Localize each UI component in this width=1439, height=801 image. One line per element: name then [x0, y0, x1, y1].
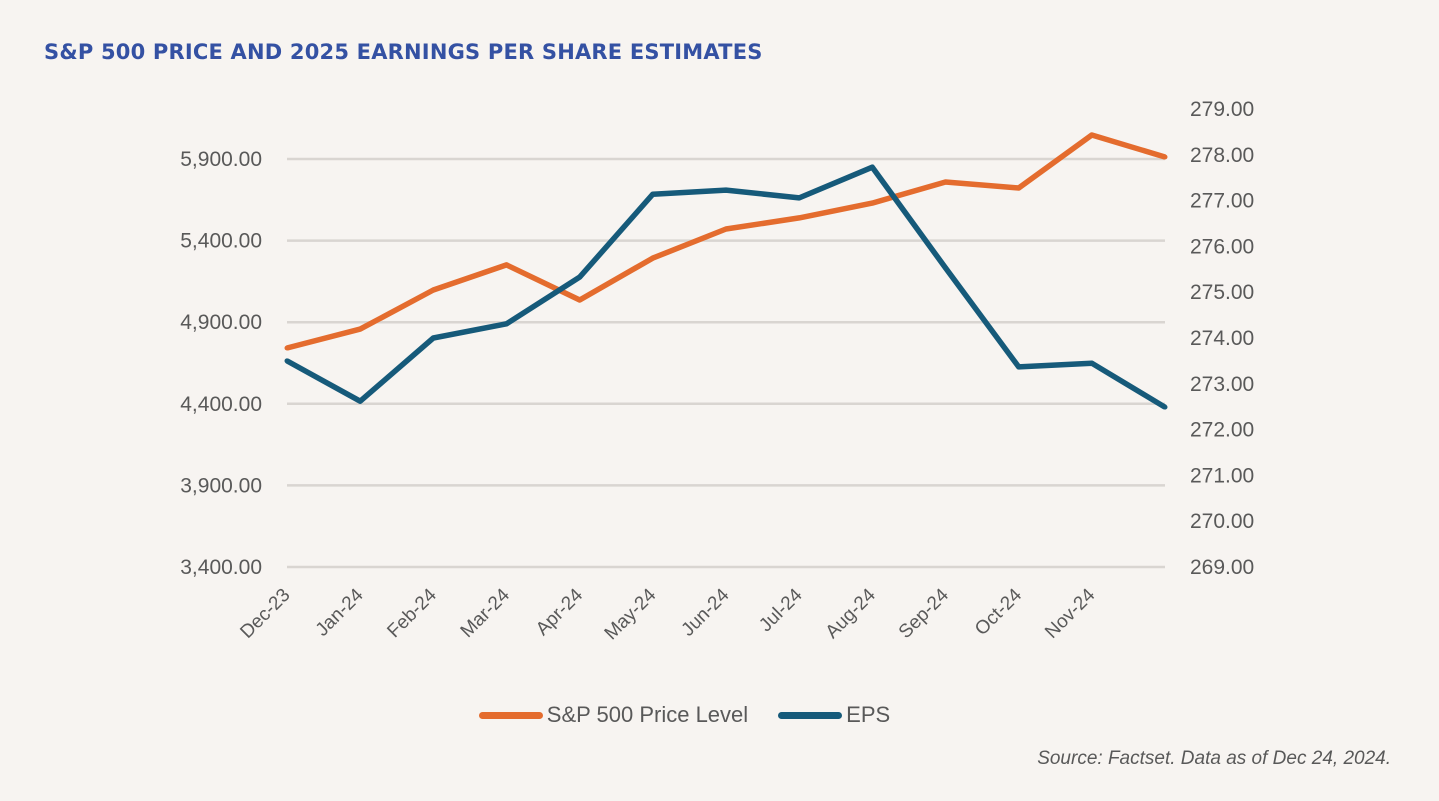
data-point-price — [1162, 154, 1168, 160]
right-axis-tick-label: 276.00 — [1190, 235, 1254, 258]
left-axis-tick-label: 5,900.00 — [180, 148, 262, 171]
right-axis-tick-label: 279.00 — [1190, 98, 1254, 121]
x-axis-tick-label: Dec-23 — [236, 585, 294, 643]
data-point-price — [723, 226, 729, 232]
data-point-eps — [1016, 364, 1022, 370]
data-point-price — [943, 179, 948, 185]
data-point-eps — [430, 335, 436, 341]
x-axis-tick-label: Feb-24 — [383, 584, 441, 642]
data-point-price — [796, 215, 802, 221]
x-axis-tick-label: Jul-24 — [755, 584, 807, 636]
legend-item-eps: EPS — [778, 702, 890, 728]
legend-swatch-price — [478, 711, 543, 719]
right-axis-tick-label: 274.00 — [1190, 327, 1254, 350]
right-axis-tick-label: 271.00 — [1190, 464, 1254, 487]
data-point-price — [430, 287, 436, 293]
legend-label-price: S&P 500 Price Level — [546, 702, 749, 727]
x-axis-tick-label: Mar-24 — [457, 584, 515, 642]
x-axis-tick-label: Jan-24 — [312, 584, 368, 640]
left-axis-tick-label: 4,400.00 — [180, 393, 262, 416]
right-axis-tick-label: 275.00 — [1190, 281, 1254, 304]
right-axis-tick-label: 269.00 — [1190, 556, 1254, 579]
data-point-eps — [284, 358, 290, 364]
chart-plot: 3,400.00 3,900.00 4,400.00 4,900.00 5,400.00… — [180, 98, 1254, 644]
data-point-eps — [796, 195, 802, 201]
legend: S&P 500 Price Level EPS — [0, 702, 1439, 728]
x-axis: Dec-23 Jan-24 Feb-24 Mar-24 Apr-24 May-24 Jun-… — [236, 584, 1099, 644]
data-point-eps — [577, 274, 583, 280]
data-point-eps — [943, 265, 948, 271]
data-point-price — [504, 262, 509, 268]
right-axis-tick-label: 273.00 — [1190, 373, 1254, 396]
data-point-price — [1089, 132, 1095, 138]
left-y-axis: 3,400.00 3,900.00 4,400.00 4,900.00 5,400.00… — [180, 148, 262, 579]
right-axis-tick-label: 272.00 — [1190, 419, 1254, 442]
data-point-eps — [1162, 404, 1168, 410]
x-axis-tick-label: Aug-24 — [822, 584, 880, 642]
series-layer — [284, 132, 1168, 410]
data-point-eps — [504, 321, 509, 327]
data-point-eps — [650, 191, 656, 197]
right-axis-tick-label: 270.00 — [1190, 510, 1254, 533]
source-note: Source: Factset. Data as of Dec 24, 2024… — [1037, 748, 1391, 769]
x-axis-tick-label: Jun-24 — [678, 584, 734, 640]
x-axis-tick-label: Nov-24 — [1041, 584, 1099, 642]
legend-swatch-eps — [778, 711, 843, 719]
x-axis-tick-label: Sep-24 — [895, 584, 953, 642]
right-axis-tick-label: 277.00 — [1190, 190, 1254, 213]
right-axis-tick-label: 278.00 — [1190, 144, 1254, 167]
data-point-price — [577, 297, 583, 303]
left-axis-tick-label: 5,400.00 — [180, 230, 262, 253]
data-point-eps — [723, 187, 729, 193]
data-point-price — [1016, 185, 1022, 191]
legend-label-eps: EPS — [846, 702, 891, 727]
data-point-price — [284, 345, 290, 351]
left-axis-tick-label: 3,900.00 — [180, 474, 262, 497]
x-axis-tick-label: Oct-24 — [971, 584, 1026, 639]
data-point-price — [357, 326, 363, 332]
x-axis-tick-label: Apr-24 — [532, 584, 587, 639]
chart-title: S&P 500 PRICE AND 2025 EARNINGS PER SHAR… — [44, 40, 763, 64]
data-point-eps — [869, 164, 875, 170]
series-line-eps — [285, 164, 1167, 410]
left-axis-tick-label: 3,400.00 — [180, 556, 262, 579]
left-axis-tick-label: 4,900.00 — [180, 311, 262, 334]
data-point-eps — [1089, 360, 1095, 366]
x-axis-tick-label: May-24 — [601, 584, 661, 644]
legend-item-price: S&P 500 Price Level — [478, 702, 749, 728]
gridlines — [287, 157, 1165, 569]
right-y-axis: 269.00 270.00 271.00 272.00 273.00 274.00 275.… — [1190, 98, 1254, 579]
data-point-price — [650, 255, 656, 261]
data-point-price — [869, 200, 875, 206]
data-point-eps — [357, 398, 363, 404]
